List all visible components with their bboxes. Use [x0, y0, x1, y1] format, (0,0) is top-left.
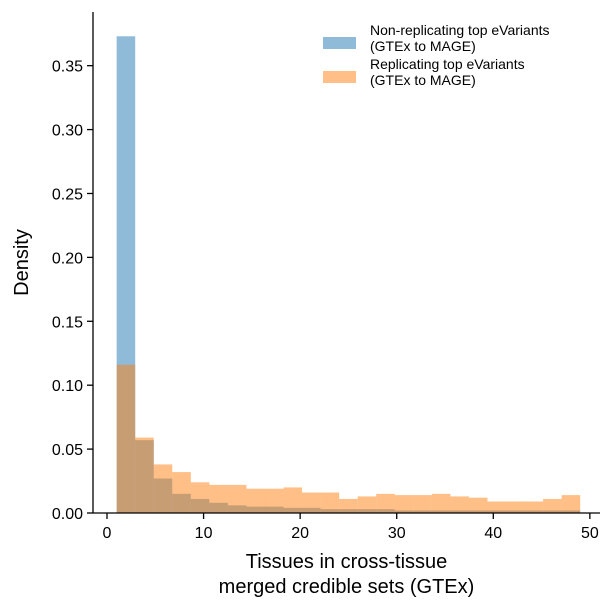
y-tick-label: 0.25 — [52, 186, 83, 203]
bar — [450, 496, 469, 513]
bar — [376, 493, 395, 513]
x-tick-label: 20 — [291, 525, 309, 542]
bar — [209, 484, 228, 513]
bar — [246, 488, 265, 513]
bar — [468, 497, 488, 513]
x-axis-label: Tissues in cross-tissue merged credible s… — [219, 551, 475, 598]
bar — [357, 496, 377, 513]
legend-swatch — [323, 37, 356, 49]
bar — [302, 492, 321, 513]
bar — [487, 501, 507, 513]
bar — [190, 482, 210, 513]
bar — [524, 501, 544, 513]
bar — [320, 492, 340, 513]
y-tick-label: 0.15 — [52, 314, 83, 331]
y-tick-label: 0.35 — [52, 59, 83, 76]
y-tick-label: 0.05 — [52, 442, 83, 459]
bar — [283, 487, 303, 513]
x-tick-label: 0 — [103, 525, 112, 542]
x-tick-label: 40 — [484, 525, 502, 542]
bar — [264, 488, 284, 513]
bar — [543, 498, 562, 513]
y-axis-label: Density — [11, 229, 33, 296]
x-tick-label: 50 — [581, 525, 599, 542]
bar — [172, 472, 191, 513]
y-tick-label: 0.00 — [52, 506, 83, 523]
y-tick-label: 0.10 — [52, 378, 83, 395]
bar — [394, 495, 414, 513]
bar — [135, 437, 154, 513]
bar — [116, 364, 136, 513]
legend-swatch — [323, 71, 356, 83]
y-tick-label: 0.20 — [52, 250, 83, 267]
bar — [227, 484, 247, 513]
bar — [413, 495, 432, 513]
x-tick-label: 10 — [195, 525, 213, 542]
bar — [431, 493, 451, 513]
bar — [153, 464, 173, 513]
bar — [561, 495, 581, 513]
y-tick-label: 0.30 — [52, 123, 83, 140]
legend-label: Replicating top eVariants (GTEx to MAGE) — [370, 56, 525, 88]
bar — [506, 501, 525, 513]
legend-label: Non-replicating top eVariants (GTEx to MA… — [370, 22, 550, 54]
bar — [339, 498, 358, 513]
x-tick-label: 30 — [388, 525, 406, 542]
